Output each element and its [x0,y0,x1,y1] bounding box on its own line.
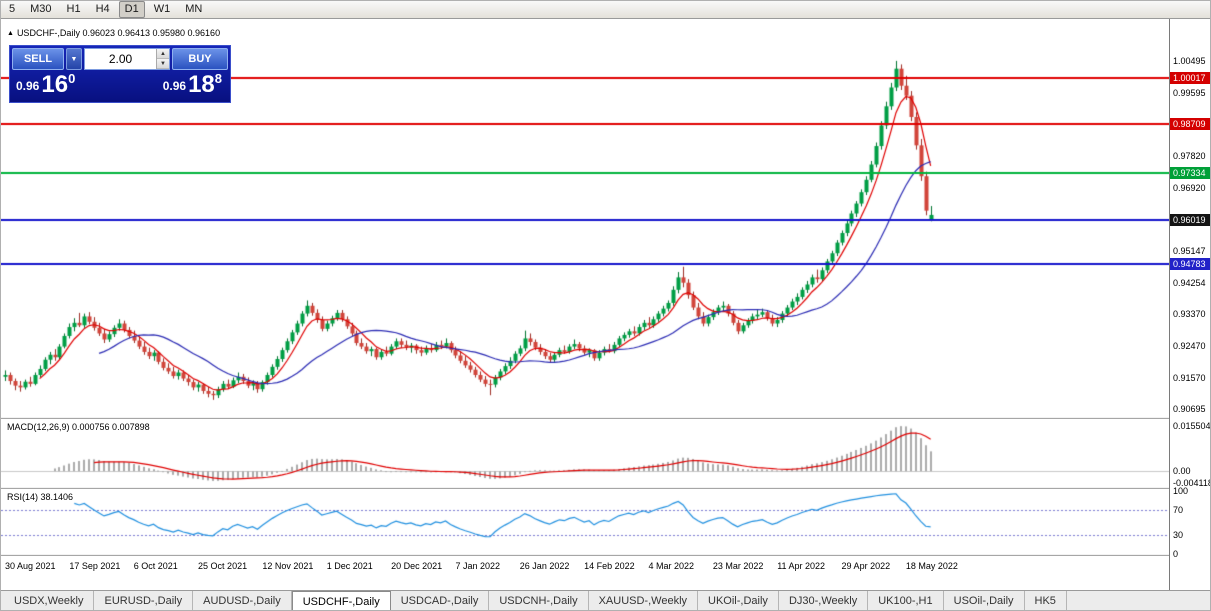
volume-step-down-button[interactable]: ▼ [157,59,169,69]
rsi-tick-70: 70 [1173,504,1184,515]
chart-tab-dj30-weekly[interactable]: DJ30-,Weekly [779,591,869,610]
price-tick-0.93370: 0.93370 [1173,308,1206,319]
date-label: 18 May 2022 [905,561,958,571]
price-tick-0.99595: 0.99595 [1173,88,1206,98]
date-label: 14 Feb 2022 [584,561,635,571]
chart-tab-ukoil-daily[interactable]: UKOil-,Daily [698,591,779,610]
arrow-down-icon: ▼ [160,60,166,67]
ask-pip-digit: 8 [214,71,222,86]
chart-tab-usdx-weekly[interactable]: USDX,Weekly [4,591,95,610]
date-label: 20 Dec 2021 [391,561,443,571]
expand-arrow-icon[interactable]: ▲ [7,29,14,37]
one-click-trade-panel: SELL ▼ 2.00 ▲ ▼ BUY 0.96 16 0 [9,45,231,103]
price-level-badge-0.98709: 0.98709 [1170,118,1210,131]
rsi-indicator-label: RSI(14) 38.1406 [7,492,74,502]
arrow-up-icon: ▲ [160,50,166,57]
buy-button[interactable]: BUY [172,48,228,70]
price-level-badge-1.00017: 1.00017 [1170,72,1210,85]
bid-prefix: 0.96 [16,79,40,93]
bid-price: 0.96 16 0 [16,72,75,97]
chart-tab-hk5[interactable]: HK5 [1025,591,1067,610]
timeframe-button-h1[interactable]: H1 [66,3,81,15]
price-level-badge-0.94783: 0.94783 [1170,257,1210,270]
ask-big-digits: 18 [188,71,215,98]
price-tick-0.91570: 0.91570 [1173,372,1206,383]
price-tick-1.00495: 1.00495 [1173,56,1206,67]
price-tick-0.90695: 0.90695 [1173,403,1206,414]
date-label: 17 Sep 2021 [69,561,121,571]
date-label: 6 Oct 2021 [133,561,178,571]
date-label: 29 Apr 2022 [841,561,891,571]
date-label: 30 Aug 2021 [5,561,56,571]
chart-tab-uk100-h1[interactable]: UK100-,H1 [868,591,944,610]
timeframe-button-h4[interactable]: H4 [95,3,110,15]
price-level-badge-0.96019: 0.96019 [1170,213,1210,226]
sell-button[interactable]: SELL [12,48,64,70]
timeframe-button-d1[interactable]: D1 [118,1,145,18]
volume-input[interactable]: 2.00 [108,52,133,66]
date-label: 11 Apr 2022 [777,561,826,571]
chart-tab-usdchf-daily[interactable]: USDCHF-,Daily [291,591,391,610]
macd-indicator-label: MACD(12,26,9) 0.000756 0.007898 [7,422,150,432]
macd-panel-canvas[interactable] [1,419,1169,489]
date-label: 1 Dec 2021 [326,561,373,571]
ohlc-info-text: USDCHF-,Daily 0.96023 0.96413 0.95980 0.… [16,28,221,38]
chart-tab-usdcnh-daily[interactable]: USDCNH-,Daily [489,591,589,610]
bid-big-digits: 16 [41,71,69,98]
timeframe-button-5[interactable]: 5 [9,3,16,15]
date-label: 26 Jan 2022 [519,561,570,571]
price-tick-0.95147: 0.95147 [1173,245,1206,256]
date-label: 25 Oct 2021 [198,561,248,571]
rsi-panel-canvas[interactable] [1,489,1169,556]
date-label: 12 Nov 2021 [262,561,314,571]
timeframe-toolbar: 5 M30 H1 H4 D1 W1 MN [1,1,1210,19]
date-label: 7 Jan 2022 [455,561,500,571]
chart-tab-usoil-daily[interactable]: USOil-,Daily [944,591,1025,610]
timeframe-button-w1[interactable]: W1 [153,3,171,15]
chart-tab-bar: USDX,Weekly EURUSD-,Daily AUDUSD-,Daily USD… [1,590,1210,610]
chart-tab-xauusd-weekly[interactable]: XAUUSD-,Weekly [589,591,699,610]
rsi-tick-100: 100 [1173,486,1189,496]
rsi-tick-0: 0 [1173,549,1179,559]
date-axis[interactable]: 30 Aug 2021 17 Sep 2021 6 Oct 2021 25 Oct 2… [1,556,1169,590]
price-tick-0.96920: 0.96920 [1173,182,1206,193]
date-label: 23 Mar 2022 [712,561,764,571]
date-label: 4 Mar 2022 [648,561,695,571]
chart-tab-usdcad-daily[interactable]: USDCAD-,Daily [391,591,490,610]
price-tick-0.97820: 0.97820 [1173,151,1206,161]
chart-area: 30 Aug 2021 17 Sep 2021 6 Oct 2021 25 Oct 2… [1,19,1211,590]
macd-tick-0.00: 0.00 [1173,466,1191,477]
price-axis[interactable]: 1.00495 0.99595 0.97820 0.96920 0.95147 0.942… [1169,19,1211,590]
timeframe-button-m30[interactable]: M30 [30,3,52,15]
macd-tick-0.015504: 0.015504 [1173,420,1211,431]
volume-stepper: ▲ ▼ [156,49,169,69]
chart-tab-audusd-daily[interactable]: AUDUSD-,Daily [193,591,292,610]
price-level-badge-0.97334: 0.97334 [1170,167,1210,180]
ask-prefix: 0.96 [162,79,187,93]
price-tick-0.94254: 0.94254 [1173,277,1206,288]
ask-price: 0.96 18 8 [163,72,222,97]
macd-tick--0.004118: -0.004118 [1173,478,1211,489]
chevron-down-icon: ▼ [70,55,78,63]
timeframe-button-mn[interactable]: MN [185,3,203,15]
price-tick-0.92470: 0.92470 [1173,340,1206,351]
bid-pip-digit: 0 [68,71,76,86]
chart-tab-eurusd-daily[interactable]: EURUSD-,Daily [94,591,194,610]
chart-info-line: ▲ USDCHF-,Daily 0.96023 0.96413 0.95980 … [7,28,220,38]
volume-dropdown-button[interactable]: ▼ [66,48,82,70]
rsi-tick-30: 30 [1173,530,1184,541]
volume-step-up-button[interactable]: ▲ [157,49,169,59]
